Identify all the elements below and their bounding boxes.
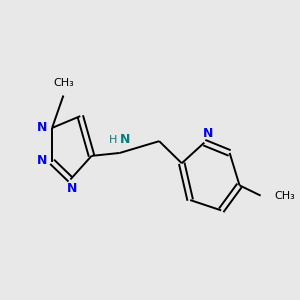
Text: N: N bbox=[203, 127, 214, 140]
Text: N: N bbox=[37, 122, 47, 134]
Text: CH₃: CH₃ bbox=[53, 78, 74, 88]
Text: CH₃: CH₃ bbox=[275, 190, 296, 201]
Text: N: N bbox=[67, 182, 77, 195]
Text: N: N bbox=[37, 154, 47, 167]
Text: H: H bbox=[109, 135, 117, 145]
Text: N: N bbox=[120, 133, 130, 146]
